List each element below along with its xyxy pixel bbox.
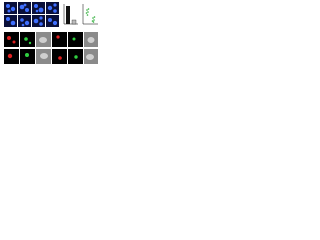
bar xyxy=(71,19,77,25)
bottom-panel-grid xyxy=(4,32,98,64)
image-panel xyxy=(4,15,17,27)
image-panel xyxy=(18,15,31,27)
blue-panel-grid xyxy=(4,2,59,27)
nuclei xyxy=(6,3,58,27)
image-panel xyxy=(32,2,45,14)
image-panel xyxy=(46,15,59,27)
green-signal xyxy=(24,37,78,59)
figure xyxy=(4,2,98,64)
points xyxy=(85,8,96,23)
red-signal xyxy=(7,35,62,60)
cell-outline xyxy=(39,37,95,60)
dot-plot xyxy=(82,4,98,25)
image-panel xyxy=(52,32,67,47)
bar xyxy=(66,6,70,24)
image-panel xyxy=(4,2,17,14)
image-panel xyxy=(68,32,83,47)
bar-plot xyxy=(63,4,78,25)
image-panel xyxy=(4,32,19,47)
